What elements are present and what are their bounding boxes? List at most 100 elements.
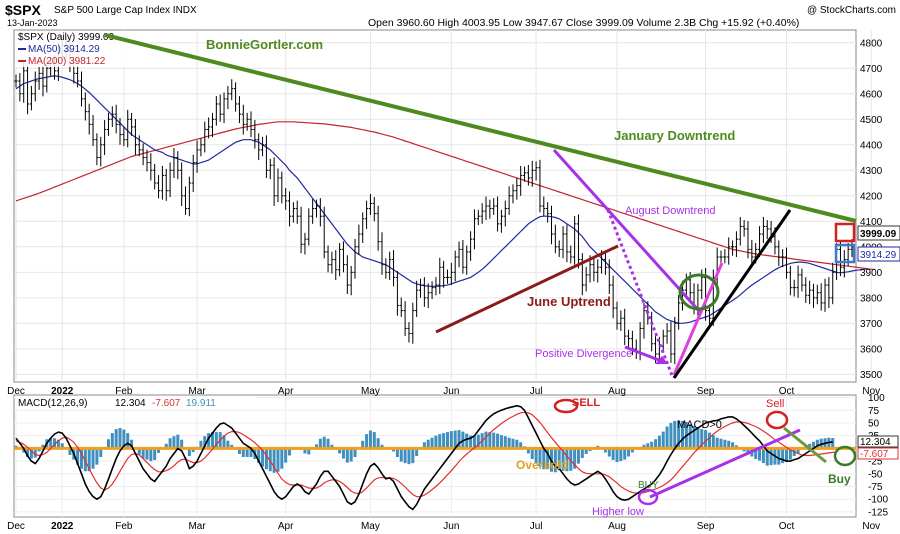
macd-histogram-bar bbox=[322, 436, 326, 449]
higher-low-label: Higher low bbox=[592, 506, 644, 518]
macd-histogram-bar bbox=[711, 435, 715, 449]
macd-histogram-bar bbox=[438, 434, 442, 449]
macd-histogram-bar bbox=[68, 448, 72, 455]
june-uptrend-label: June Uptrend bbox=[527, 294, 611, 309]
macd-histogram-bar bbox=[511, 438, 515, 449]
macd-histogram-bar bbox=[526, 448, 530, 454]
macd-y-tick-label: -100 bbox=[868, 495, 888, 506]
macd-histogram-bar bbox=[754, 448, 758, 460]
macd-histogram-bar bbox=[403, 448, 407, 464]
price-x-tick-label: 2022 bbox=[51, 386, 74, 397]
macd-histogram-bar bbox=[349, 448, 353, 462]
macd-histogram-bar bbox=[237, 448, 241, 454]
macd-histogram-bar bbox=[580, 448, 584, 459]
macd-histogram-bar bbox=[449, 431, 453, 449]
positive-divergence-label: Positive Divergence bbox=[535, 348, 632, 360]
macd-histogram-bar bbox=[499, 435, 503, 449]
macd-histogram-bar bbox=[630, 448, 634, 453]
macd-histogram-bar bbox=[168, 438, 172, 449]
sell-label-lower: Sell bbox=[766, 398, 784, 410]
macd-histogram-bar bbox=[249, 448, 253, 458]
macd-histogram-bar bbox=[257, 448, 261, 464]
ma200-layer bbox=[15, 121, 876, 270]
macd-histogram-bar bbox=[623, 448, 627, 460]
legend-macd-v1: 12.304 bbox=[115, 398, 146, 409]
macd-histogram-bar bbox=[399, 448, 403, 462]
price-legend: $SPX (Daily) 3999.09 MA(50) 3914.29 MA(2… bbox=[15, 31, 150, 67]
macd-histogram-bar bbox=[492, 432, 496, 449]
macd-x-tick-label: Dec bbox=[7, 521, 25, 532]
macd-histogram-bar bbox=[122, 429, 126, 449]
august-downtrend-label: August Downtrend bbox=[625, 205, 716, 217]
macd-histogram-bar bbox=[361, 440, 365, 449]
macd-tag-box bbox=[857, 435, 899, 448]
macd-histogram-bar bbox=[314, 444, 318, 449]
macd-histogram-bar bbox=[41, 444, 45, 449]
macd-histogram-bar bbox=[126, 433, 130, 449]
macd-histogram-bar bbox=[83, 448, 87, 472]
macd-histogram-bar bbox=[661, 431, 665, 449]
black-uptrend-line bbox=[672, 209, 792, 379]
macd-histogram-bar bbox=[91, 448, 95, 469]
macd-histogram-bar bbox=[496, 433, 500, 449]
price-x-tick-label: May bbox=[361, 386, 380, 397]
macd-histogram-bar bbox=[530, 448, 534, 460]
macd-histogram-bar bbox=[707, 432, 711, 449]
macd-histogram-bar bbox=[411, 448, 415, 464]
macd-histogram-bar bbox=[268, 448, 272, 472]
macd-last-tag: 12.304 bbox=[860, 437, 891, 448]
macd-histogram-bar bbox=[758, 448, 762, 461]
macd-histogram-bar bbox=[611, 448, 615, 461]
january-downtrend-line bbox=[104, 33, 857, 223]
legend-ma200: MA(200) 3981.22 bbox=[28, 56, 106, 67]
ma50-tag: 3914.29 bbox=[860, 250, 897, 261]
macd-histogram-bar bbox=[114, 429, 118, 449]
macd-histogram-bar bbox=[191, 448, 195, 452]
price-y-tick-label: 3600 bbox=[860, 344, 883, 355]
macd-histogram-bar bbox=[261, 448, 265, 467]
sell-label-upper: SELL bbox=[572, 397, 600, 409]
macd-histogram-bar bbox=[176, 434, 180, 449]
macd-histogram-bar bbox=[680, 420, 684, 449]
green-circle-price bbox=[678, 273, 720, 311]
blue-box-marker bbox=[834, 243, 856, 264]
macd-histogram-bar bbox=[781, 448, 785, 464]
macd-histogram-bar bbox=[515, 439, 519, 449]
price-x-tick-label: Jun bbox=[443, 386, 459, 397]
symbol-name: S&P 500 Large Cap Index INDX bbox=[54, 5, 197, 16]
macd-histogram-bar bbox=[330, 444, 334, 449]
macd-histogram-bar bbox=[565, 448, 569, 472]
macd-histogram-bar bbox=[457, 430, 461, 449]
macd-histogram-bar bbox=[272, 448, 276, 473]
macd-gt0-label: MACD>0 bbox=[677, 419, 722, 431]
macd-histogram-bar bbox=[553, 448, 557, 473]
macd-histogram-bar bbox=[465, 433, 469, 449]
macd-histogram-bar bbox=[546, 448, 550, 470]
macd-histogram-bar bbox=[37, 448, 41, 452]
price-y-tick-label: 4500 bbox=[860, 115, 883, 126]
macd-histogram-bar bbox=[603, 448, 607, 453]
macd-histogram-bar bbox=[326, 438, 330, 449]
macd-x-tick-label: May bbox=[361, 521, 380, 532]
macd-histogram-bar bbox=[673, 420, 677, 449]
sell-circle-lower bbox=[765, 410, 789, 430]
macd-histogram-bar bbox=[715, 437, 719, 449]
buy-circle-lower bbox=[833, 445, 857, 467]
stockcharts-watermark: @ StockCharts.com bbox=[807, 5, 896, 16]
macd-x-tick-label: Apr bbox=[278, 521, 294, 532]
macd-histogram-bar bbox=[769, 448, 773, 466]
macd-y-tick-label: -50 bbox=[868, 469, 883, 480]
macd-histogram-bar bbox=[415, 448, 419, 456]
macd-histogram-bar bbox=[519, 442, 523, 449]
macd-histogram-bar bbox=[341, 448, 345, 459]
macd-histogram-bar bbox=[99, 448, 103, 458]
macd-x-tick-label: Mar bbox=[188, 521, 206, 532]
buy-label-lower: Buy bbox=[828, 472, 851, 486]
macd-histogram-bar bbox=[785, 448, 789, 463]
macd-histogram-bar bbox=[476, 434, 480, 449]
legend-price: $SPX (Daily) 3999.09 bbox=[18, 32, 115, 43]
oversold-label: Oversold bbox=[516, 458, 568, 472]
divergence-arrowhead bbox=[655, 356, 668, 364]
macd-histogram-bar bbox=[365, 434, 369, 449]
